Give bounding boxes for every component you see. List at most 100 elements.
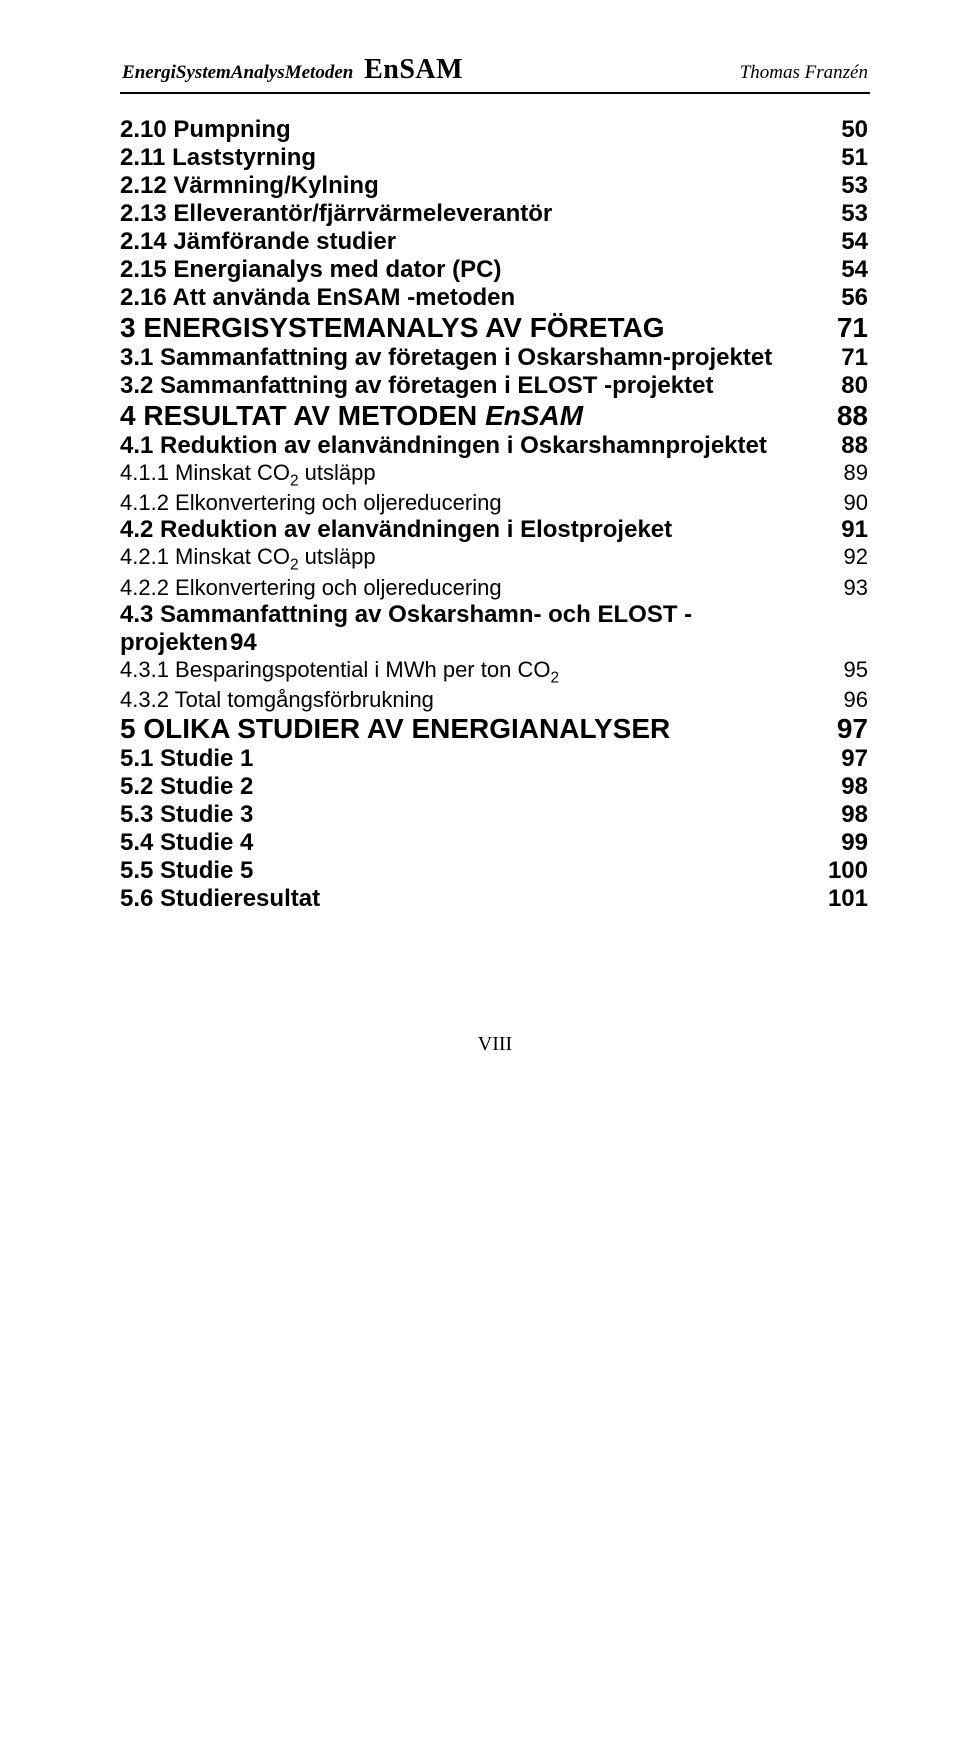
- toc-page: 53: [808, 200, 870, 228]
- toc-page: 54: [808, 228, 870, 256]
- toc-page: 98: [808, 801, 870, 829]
- toc-row: 2.16 Att använda EnSAM -metoden56: [120, 284, 870, 312]
- toc-number: 4: [120, 400, 143, 431]
- toc-label: 5.2 Studie 2: [120, 773, 808, 801]
- toc-row: 5.2 Studie 298: [120, 773, 870, 801]
- toc-page: 95: [808, 657, 870, 687]
- toc-title: Elkonvertering och oljereducering: [175, 575, 502, 600]
- toc-title: Minskat CO: [175, 460, 290, 485]
- toc-label: 2.10 Pumpning: [120, 116, 808, 144]
- toc-page: 71: [808, 344, 870, 372]
- toc-page: 91: [808, 516, 870, 544]
- toc-page: 100: [808, 857, 870, 885]
- toc-title: Värmning/Kylning: [173, 172, 378, 199]
- toc-label: 5.1 Studie 1: [120, 745, 808, 773]
- toc-label: 4 RESULTAT AV METODEN EnSAM: [120, 400, 808, 432]
- toc-title: Laststyrning: [172, 144, 316, 171]
- toc-label: 2.11 Laststyrning: [120, 144, 808, 172]
- toc-page: 51: [808, 144, 870, 172]
- toc-title: OLIKA STUDIER AV ENERGIANALYSER: [143, 713, 670, 744]
- toc-label: 2.15 Energianalys med dator (PC): [120, 256, 808, 284]
- toc-row: 4.2.1 Minskat CO2 utsläpp92: [120, 544, 870, 574]
- toc-row: 4.3.2 Total tomgångsförbrukning96: [120, 687, 870, 713]
- toc-row: 4.1.2 Elkonvertering och oljereducering9…: [120, 490, 870, 516]
- toc-row: 5.6 Studieresultat101: [120, 885, 870, 913]
- toc-label: 2.16 Att använda EnSAM -metoden: [120, 284, 808, 312]
- toc-row: 2.12 Värmning/Kylning53: [120, 172, 870, 200]
- author: Thomas Franzén: [740, 62, 868, 84]
- toc-page: 80: [808, 372, 870, 400]
- toc-row: 2.10 Pumpning50: [120, 116, 870, 144]
- toc-title: Sammanfattning av Oskarshamn- och ELOST …: [120, 601, 692, 656]
- toc-label: 4.3.2 Total tomgångsförbrukning: [120, 687, 808, 713]
- toc-number: 4.3: [120, 601, 160, 628]
- toc-number: 5.5: [120, 857, 160, 884]
- toc-number: 2.10: [120, 116, 173, 143]
- toc-title: Reduktion av elanvändningen i Oskarshamn…: [160, 432, 767, 459]
- toc-title: Studieresultat: [160, 885, 320, 912]
- toc-title: RESULTAT AV METODEN: [143, 400, 485, 431]
- toc-row: 2.11 Laststyrning51: [120, 144, 870, 172]
- toc-number: 2.15: [120, 256, 173, 283]
- toc-label: 5.6 Studieresultat: [120, 885, 808, 913]
- toc-number: 5.2: [120, 773, 160, 800]
- toc-number: 5.3: [120, 801, 160, 828]
- toc-label: 2.14 Jämförande studier: [120, 228, 808, 256]
- toc-title: Studie 5: [160, 857, 253, 884]
- toc-page: 88: [808, 400, 870, 432]
- toc-label: 3.2 Sammanfattning av företagen i ELOST …: [120, 372, 808, 400]
- running-head: EnergiSystemAnalysMetoden EnSAM Thomas F…: [120, 54, 870, 92]
- toc-number: 4.2.2: [120, 575, 175, 600]
- toc-number: 3.1: [120, 344, 160, 371]
- toc-number: 5.4: [120, 829, 160, 856]
- page: EnergiSystemAnalysMetoden EnSAM Thomas F…: [0, 0, 960, 1741]
- toc-row: 4.3.1 Besparingspotential i MWh per ton …: [120, 657, 870, 687]
- toc-label: 2.12 Värmning/Kylning: [120, 172, 808, 200]
- toc-title: Studie 2: [160, 773, 253, 800]
- brand: EnergiSystemAnalysMetoden EnSAM: [122, 54, 463, 86]
- toc-label: 2.13 Elleverantör/fjärrvärmeleverantör: [120, 200, 808, 228]
- toc-label: 4.2 Reduktion av elanvändningen i Elostp…: [120, 516, 808, 544]
- toc-page: 101: [808, 885, 870, 913]
- toc-row: 4.1 Reduktion av elanvändningen i Oskars…: [120, 432, 870, 460]
- toc-row: 2.15 Energianalys med dator (PC)54: [120, 256, 870, 284]
- toc-page: 56: [808, 284, 870, 312]
- toc-page: 96: [808, 687, 870, 713]
- toc-label: 4.3 Sammanfattning av Oskarshamn- och EL…: [120, 601, 808, 657]
- toc-row: 2.13 Elleverantör/fjärrvärmeleverantör53: [120, 200, 870, 228]
- toc-page: [808, 601, 870, 657]
- toc-row: 4 RESULTAT AV METODEN EnSAM88: [120, 400, 870, 432]
- toc-number: 2.13: [120, 200, 173, 227]
- toc-row: 4.2 Reduktion av elanvändningen i Elostp…: [120, 516, 870, 544]
- toc-number: 2.16: [120, 284, 173, 311]
- toc-label: 5 OLIKA STUDIER AV ENERGIANALYSER: [120, 713, 808, 745]
- toc-title: Studie 3: [160, 801, 253, 828]
- toc-label: 5.4 Studie 4: [120, 829, 808, 857]
- toc-number: 4.1.2: [120, 490, 175, 515]
- toc-row: 4.3 Sammanfattning av Oskarshamn- och EL…: [120, 601, 870, 657]
- toc-number: 2.14: [120, 228, 173, 255]
- toc-page: 50: [808, 116, 870, 144]
- toc-row: 4.1.1 Minskat CO2 utsläpp89: [120, 460, 870, 490]
- toc-number: 2.11: [120, 144, 172, 171]
- toc-number: 4.1.1: [120, 460, 175, 485]
- toc-title: Sammanfattning av företagen i Oskarshamn…: [160, 344, 772, 371]
- toc-number: 4.2: [120, 516, 160, 543]
- toc-number: 3.2: [120, 372, 160, 399]
- toc-page: 98: [808, 773, 870, 801]
- toc-row: 2.14 Jämförande studier54: [120, 228, 870, 256]
- toc-number: 2.12: [120, 172, 173, 199]
- toc-title: Jämförande studier: [173, 228, 396, 255]
- toc-row: 5.3 Studie 398: [120, 801, 870, 829]
- toc-title: Minskat CO: [175, 544, 290, 569]
- toc-label: 4.1.2 Elkonvertering och oljereducering: [120, 490, 808, 516]
- toc-label: 5.3 Studie 3: [120, 801, 808, 829]
- toc-title: Elleverantör/fjärrvärmeleverantör: [173, 200, 552, 227]
- toc-title: Energianalys med dator (PC): [173, 256, 501, 283]
- toc-row: 3.1 Sammanfattning av företagen i Oskars…: [120, 344, 870, 372]
- toc-label: 4.2.1 Minskat CO2 utsläpp: [120, 544, 808, 574]
- toc-page: 54: [808, 256, 870, 284]
- toc-number: 4.2.1: [120, 544, 175, 569]
- toc-row: 3 ENERGISYSTEMANALYS AV FÖRETAG71: [120, 312, 870, 344]
- toc-row: 5.4 Studie 499: [120, 829, 870, 857]
